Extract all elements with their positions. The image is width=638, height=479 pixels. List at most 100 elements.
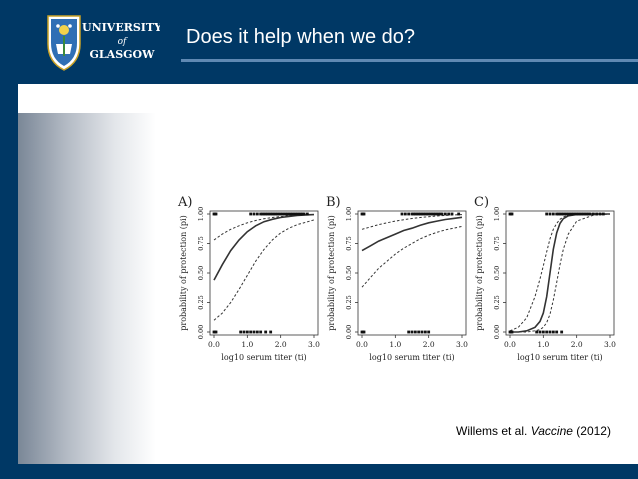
x-axis-label: log10 serum titer (ti): [517, 353, 602, 362]
observation-protected: [295, 212, 299, 216]
x-tick-label: 0.0: [208, 340, 220, 349]
observation-unprotected: [413, 330, 417, 334]
y-axis-label: probability of protection (pi): [327, 215, 336, 330]
observation-protected: [573, 212, 577, 216]
observation-protected: [435, 212, 439, 216]
confidence-bound-3: [361, 225, 463, 288]
y-tick-label: 0.75: [345, 236, 353, 250]
observation-protected: [440, 212, 444, 216]
x-tick-label: 3.0: [456, 340, 468, 349]
y-tick-label: 0.00: [197, 325, 205, 339]
observation-protected: [428, 212, 432, 216]
y-tick-label: 0.50: [197, 266, 205, 280]
y-tick-label: 1.00: [197, 207, 205, 221]
observation-protected: [433, 212, 437, 216]
observation-unprotected: [560, 330, 564, 334]
chart-panel-3: C) 0.00 0.25 0.50 0.75 1.00 0.0 1.0 2.0 3.0log10 …: [474, 195, 616, 362]
y-axis-label: probability of protection (pi): [475, 215, 484, 330]
fitted-curve-1: [213, 213, 315, 281]
observation-protected: [432, 212, 436, 216]
observation-protected: [438, 212, 442, 216]
observation-protected: [260, 212, 264, 216]
y-tick-label: 0.75: [197, 236, 205, 250]
observation-protected: [601, 212, 605, 216]
observation-protected: [272, 212, 276, 216]
observation-unprotected: [545, 330, 549, 334]
observation-unprotected: [245, 330, 249, 334]
observation-protected: [415, 212, 419, 216]
observation-protected: [568, 212, 572, 216]
observation-protected: [277, 212, 281, 216]
y-tick-label: 0.50: [345, 266, 353, 280]
chart-panel-1: A) 0.00 0.25 0.50 0.75 1.00 0.0 1.0 2.0 3.0log10 …: [177, 195, 320, 362]
title-underline: [181, 59, 638, 62]
plot-frame: [209, 210, 319, 336]
observation-protected: [280, 212, 284, 216]
observation-protected: [269, 212, 273, 216]
observation-protected: [551, 212, 555, 216]
y-tick-label: 0.25: [197, 295, 205, 309]
observation-unprotected: [407, 330, 411, 334]
observation-protected: [267, 212, 271, 216]
x-tick-label: 1.0: [389, 340, 401, 349]
confidence-bound-3: [510, 213, 611, 333]
observation-protected: [297, 212, 301, 216]
observation-protected: [457, 212, 461, 216]
observation-unprotected: [423, 330, 427, 334]
observation-protected: [413, 212, 417, 216]
observation-unprotected: [252, 330, 256, 334]
observation-protected: [581, 212, 585, 216]
y-tick-label: 0.75: [493, 236, 501, 250]
observation-protected: [578, 212, 582, 216]
observation-protected: [270, 212, 274, 216]
observation-protected: [282, 212, 286, 216]
observation-protected: [289, 212, 293, 216]
x-tick-label: 3.0: [604, 340, 616, 349]
observation-protected: [561, 212, 565, 216]
observation-protected: [447, 212, 451, 216]
confidence-bound-3: [213, 219, 315, 321]
observation-protected: [570, 212, 574, 216]
x-tick-label: 2.0: [571, 340, 583, 349]
x-tick-label: 1.0: [241, 340, 253, 349]
x-tick-label: 0.0: [356, 340, 368, 349]
observation-unprotected: [362, 330, 366, 334]
observation-protected: [400, 212, 404, 216]
fitted-curve-1: [361, 216, 463, 252]
x-axis-label: log10 serum titer (ti): [369, 353, 454, 362]
observation-protected: [417, 212, 421, 216]
observation-protected: [427, 212, 431, 216]
observation-protected: [556, 212, 560, 216]
observation-protected: [410, 212, 414, 216]
chart-panel-2: B) 0.00 0.25 0.50 0.75 1.00 0.0 1.0 2.0 3.0log10 …: [326, 195, 468, 362]
x-tick-label: 0.0: [504, 340, 516, 349]
observation-protected: [275, 212, 279, 216]
observation-unprotected: [420, 330, 424, 334]
x-tick-label: 2.0: [275, 340, 287, 349]
observation-protected: [299, 212, 303, 216]
observation-unprotected: [541, 330, 545, 334]
confidence-bound-2: [361, 214, 463, 230]
observation-protected: [560, 212, 564, 216]
y-tick-label: 0.25: [493, 295, 501, 309]
observation-protected: [580, 212, 584, 216]
observation-protected: [407, 212, 411, 216]
observation-protected: [290, 212, 294, 216]
observation-unprotected: [548, 330, 552, 334]
observation-unprotected: [249, 330, 253, 334]
observation-protected: [252, 212, 256, 216]
y-tick-label: 0.25: [345, 295, 353, 309]
observation-protected: [583, 212, 587, 216]
observation-protected: [430, 212, 434, 216]
observation-unprotected: [259, 330, 263, 334]
observation-protected: [255, 212, 259, 216]
observation-protected: [284, 212, 288, 216]
slide-title: Does it help when we do?: [186, 26, 416, 48]
observation-protected: [285, 212, 289, 216]
left-gradient-panel: [18, 113, 156, 464]
observation-protected: [443, 212, 447, 216]
observation-protected: [422, 212, 426, 216]
observation-unprotected: [510, 330, 514, 334]
logo-line-2: of: [118, 37, 128, 47]
crest-icon: [47, 15, 81, 71]
